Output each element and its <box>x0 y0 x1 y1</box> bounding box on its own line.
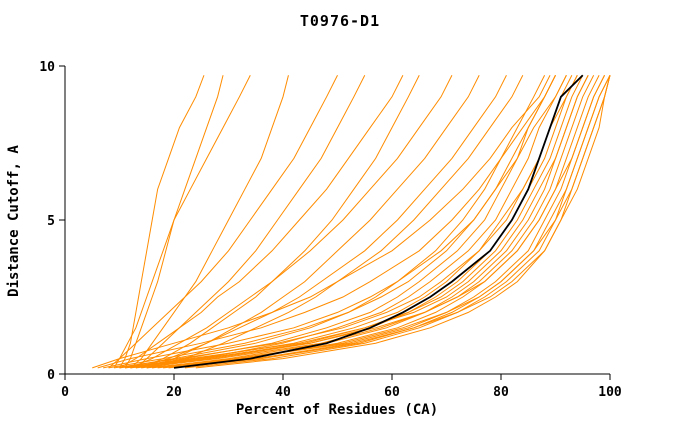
model-curve <box>141 75 420 369</box>
x-tick-label: 60 <box>384 385 400 400</box>
y-tick-label: 10 <box>39 60 55 75</box>
chart-title: T0976-D1 <box>300 12 380 30</box>
model-curve <box>135 75 595 369</box>
model-curve <box>157 75 605 369</box>
y-tick-label: 5 <box>47 214 55 229</box>
model-curve <box>108 75 556 369</box>
model-curve <box>119 75 404 369</box>
axes-layer: 0 20 40 60 80 100 0 5 10 <box>39 60 622 400</box>
model-curve <box>130 75 556 369</box>
x-tick-label: 20 <box>166 385 182 400</box>
model-curve <box>146 75 611 369</box>
x-tick-label: 100 <box>598 385 622 400</box>
series-layer <box>92 74 611 369</box>
model-curve <box>119 75 546 369</box>
model-curve <box>195 75 611 369</box>
model-curve <box>163 75 600 369</box>
y-axis-label: Distance Cutoff, A <box>6 145 22 297</box>
model-curve <box>97 75 556 369</box>
model-curve <box>119 75 205 369</box>
model-curve <box>108 75 338 369</box>
highlight-curve <box>173 74 584 369</box>
model-curve <box>103 75 567 369</box>
model-curve <box>168 75 611 369</box>
model-curve <box>130 75 453 369</box>
model-curve <box>146 75 567 369</box>
model-curve <box>135 75 366 369</box>
model-curve <box>113 75 251 369</box>
x-axis-label: Percent of Residues (CA) <box>236 402 438 418</box>
model-curve <box>130 75 289 369</box>
model-curve <box>92 75 551 369</box>
x-tick-label: 80 <box>493 385 509 400</box>
model-curve <box>152 75 524 369</box>
model-curve <box>130 75 584 369</box>
model-curve <box>152 75 589 369</box>
model-curve <box>124 75 224 369</box>
x-tick-label: 40 <box>275 385 291 400</box>
x-tick-label: 0 <box>61 385 69 400</box>
y-tick-label: 0 <box>47 368 55 383</box>
